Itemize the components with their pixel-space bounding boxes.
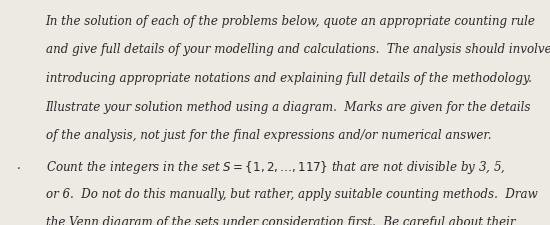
Text: Count the integers in the set $\mathit{S} = \{1,2,\ldots,117\}$ that are not div: Count the integers in the set $\mathit{S… — [46, 158, 505, 175]
Text: Illustrate your solution method using a diagram.  Marks are given for the detail: Illustrate your solution method using a … — [46, 100, 531, 113]
Text: introducing appropriate notations and explaining full details of the methodology: introducing appropriate notations and ex… — [46, 72, 531, 85]
Text: the Venn diagram of the sets under consideration first.  Be careful about their: the Venn diagram of the sets under consi… — [46, 215, 515, 225]
Text: of the analysis, not just for the final expressions and/or numerical answer.: of the analysis, not just for the final … — [46, 129, 491, 142]
Text: .: . — [16, 158, 20, 171]
Text: and give full details of your modelling and calculations.  The analysis should i: and give full details of your modelling … — [46, 43, 550, 56]
Text: or 6.  Do not do this manually, but rather, apply suitable counting methods.  Dr: or 6. Do not do this manually, but rathe… — [46, 187, 537, 200]
Text: In the solution of each of the problems below, quote an appropriate counting rul: In the solution of each of the problems … — [46, 15, 536, 28]
